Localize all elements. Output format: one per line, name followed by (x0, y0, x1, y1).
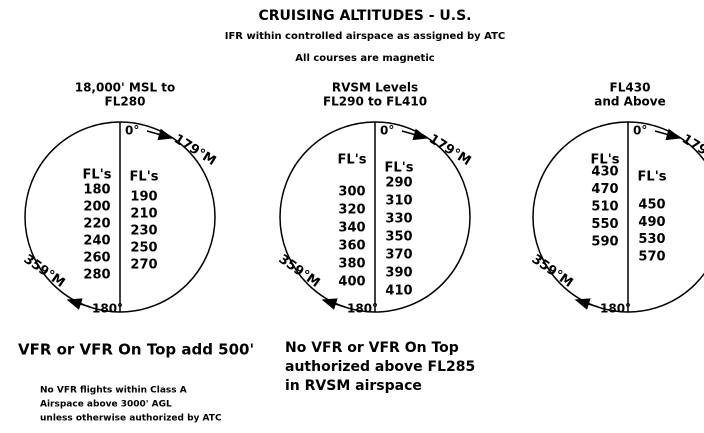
west-label: FL's (591, 153, 620, 168)
south-course: 180° (347, 302, 378, 316)
west-course: 359°M (21, 252, 68, 291)
east-level: 310 (385, 194, 412, 209)
title: CRUISING ALTITUDES - U.S. (258, 8, 471, 24)
east-level: 210 (130, 207, 157, 222)
west-level: 260 (83, 251, 110, 266)
east-course: 179°M (171, 132, 218, 169)
east-level: 490 (638, 215, 665, 230)
arrow (66, 298, 91, 310)
east-level: 230 (130, 224, 157, 239)
west-level: 550 (591, 217, 618, 232)
west-course: 359°M (529, 252, 576, 291)
east-level: 270 (130, 258, 157, 273)
east-label: FL's (130, 170, 159, 185)
west-label: FL's (338, 153, 367, 168)
arrow (654, 128, 682, 141)
vfr-note: VFR or VFR On Top add 500' (18, 341, 254, 359)
east-level: 190 (130, 190, 157, 205)
east-level: 570 (638, 249, 665, 264)
south-course: 180° (600, 302, 631, 316)
east-level: 250 (130, 241, 157, 256)
west-level: 280 (83, 268, 110, 283)
panel-heading: FL290 to FL410 (323, 95, 427, 109)
east-level: 410 (385, 284, 412, 299)
west-label: FL's (83, 168, 112, 183)
east-label: FL's (385, 161, 414, 176)
east-level: 350 (385, 230, 412, 245)
east-level: 290 (385, 176, 412, 191)
class-a-note: unless otherwise authorized by ATC (40, 414, 222, 424)
east-level: 530 (638, 232, 665, 247)
west-level: 510 (591, 200, 618, 215)
arrow (401, 128, 429, 141)
east-course: 179°M (679, 132, 704, 169)
arrow (146, 128, 174, 141)
west-level: 340 (338, 221, 365, 236)
note: All courses are magnetic (295, 53, 434, 64)
east-course: 179°M (426, 132, 473, 169)
west-level: 320 (338, 203, 365, 218)
east-level: 390 (385, 266, 412, 281)
south-course: 180° (92, 302, 123, 316)
panel-heading: RVSM Levels (332, 81, 418, 95)
east-level: 330 (385, 212, 412, 227)
west-course: 359°M (276, 252, 323, 291)
rvsm-note: in RVSM airspace (285, 378, 422, 394)
class-a-note: Airspace above 3000' AGL (40, 400, 172, 410)
panel-heading: FL430 (610, 81, 651, 95)
west-level: 430 (591, 165, 618, 180)
west-level: 180 (83, 183, 110, 198)
west-level: 300 (338, 185, 365, 200)
west-level: 470 (591, 182, 618, 197)
west-level: 360 (338, 239, 365, 254)
panel-heading: 18,000' MSL to (75, 81, 176, 95)
west-level: 200 (83, 200, 110, 215)
east-label: FL's (638, 170, 667, 185)
west-level: 240 (83, 234, 110, 249)
west-level: 400 (338, 275, 365, 290)
west-level: 220 (83, 217, 110, 232)
north-course: 0° (380, 124, 394, 138)
class-a-note: No VFR flights within Class A (40, 386, 187, 396)
west-level: 590 (591, 235, 618, 250)
west-level: 380 (338, 257, 365, 272)
north-course: 0° (125, 124, 139, 138)
panel-heading: and Above (594, 95, 666, 109)
panel-heading: FL280 (105, 95, 146, 109)
arrow (574, 298, 599, 310)
east-level: 370 (385, 248, 412, 263)
east-level: 450 (638, 198, 665, 213)
north-course: 0° (633, 124, 647, 138)
rvsm-note: authorized above FL285 (285, 359, 475, 375)
arrow (321, 298, 346, 310)
rvsm-note: No VFR or VFR On Top (285, 340, 459, 356)
subtitle: IFR within controlled airspace as assign… (225, 31, 506, 42)
